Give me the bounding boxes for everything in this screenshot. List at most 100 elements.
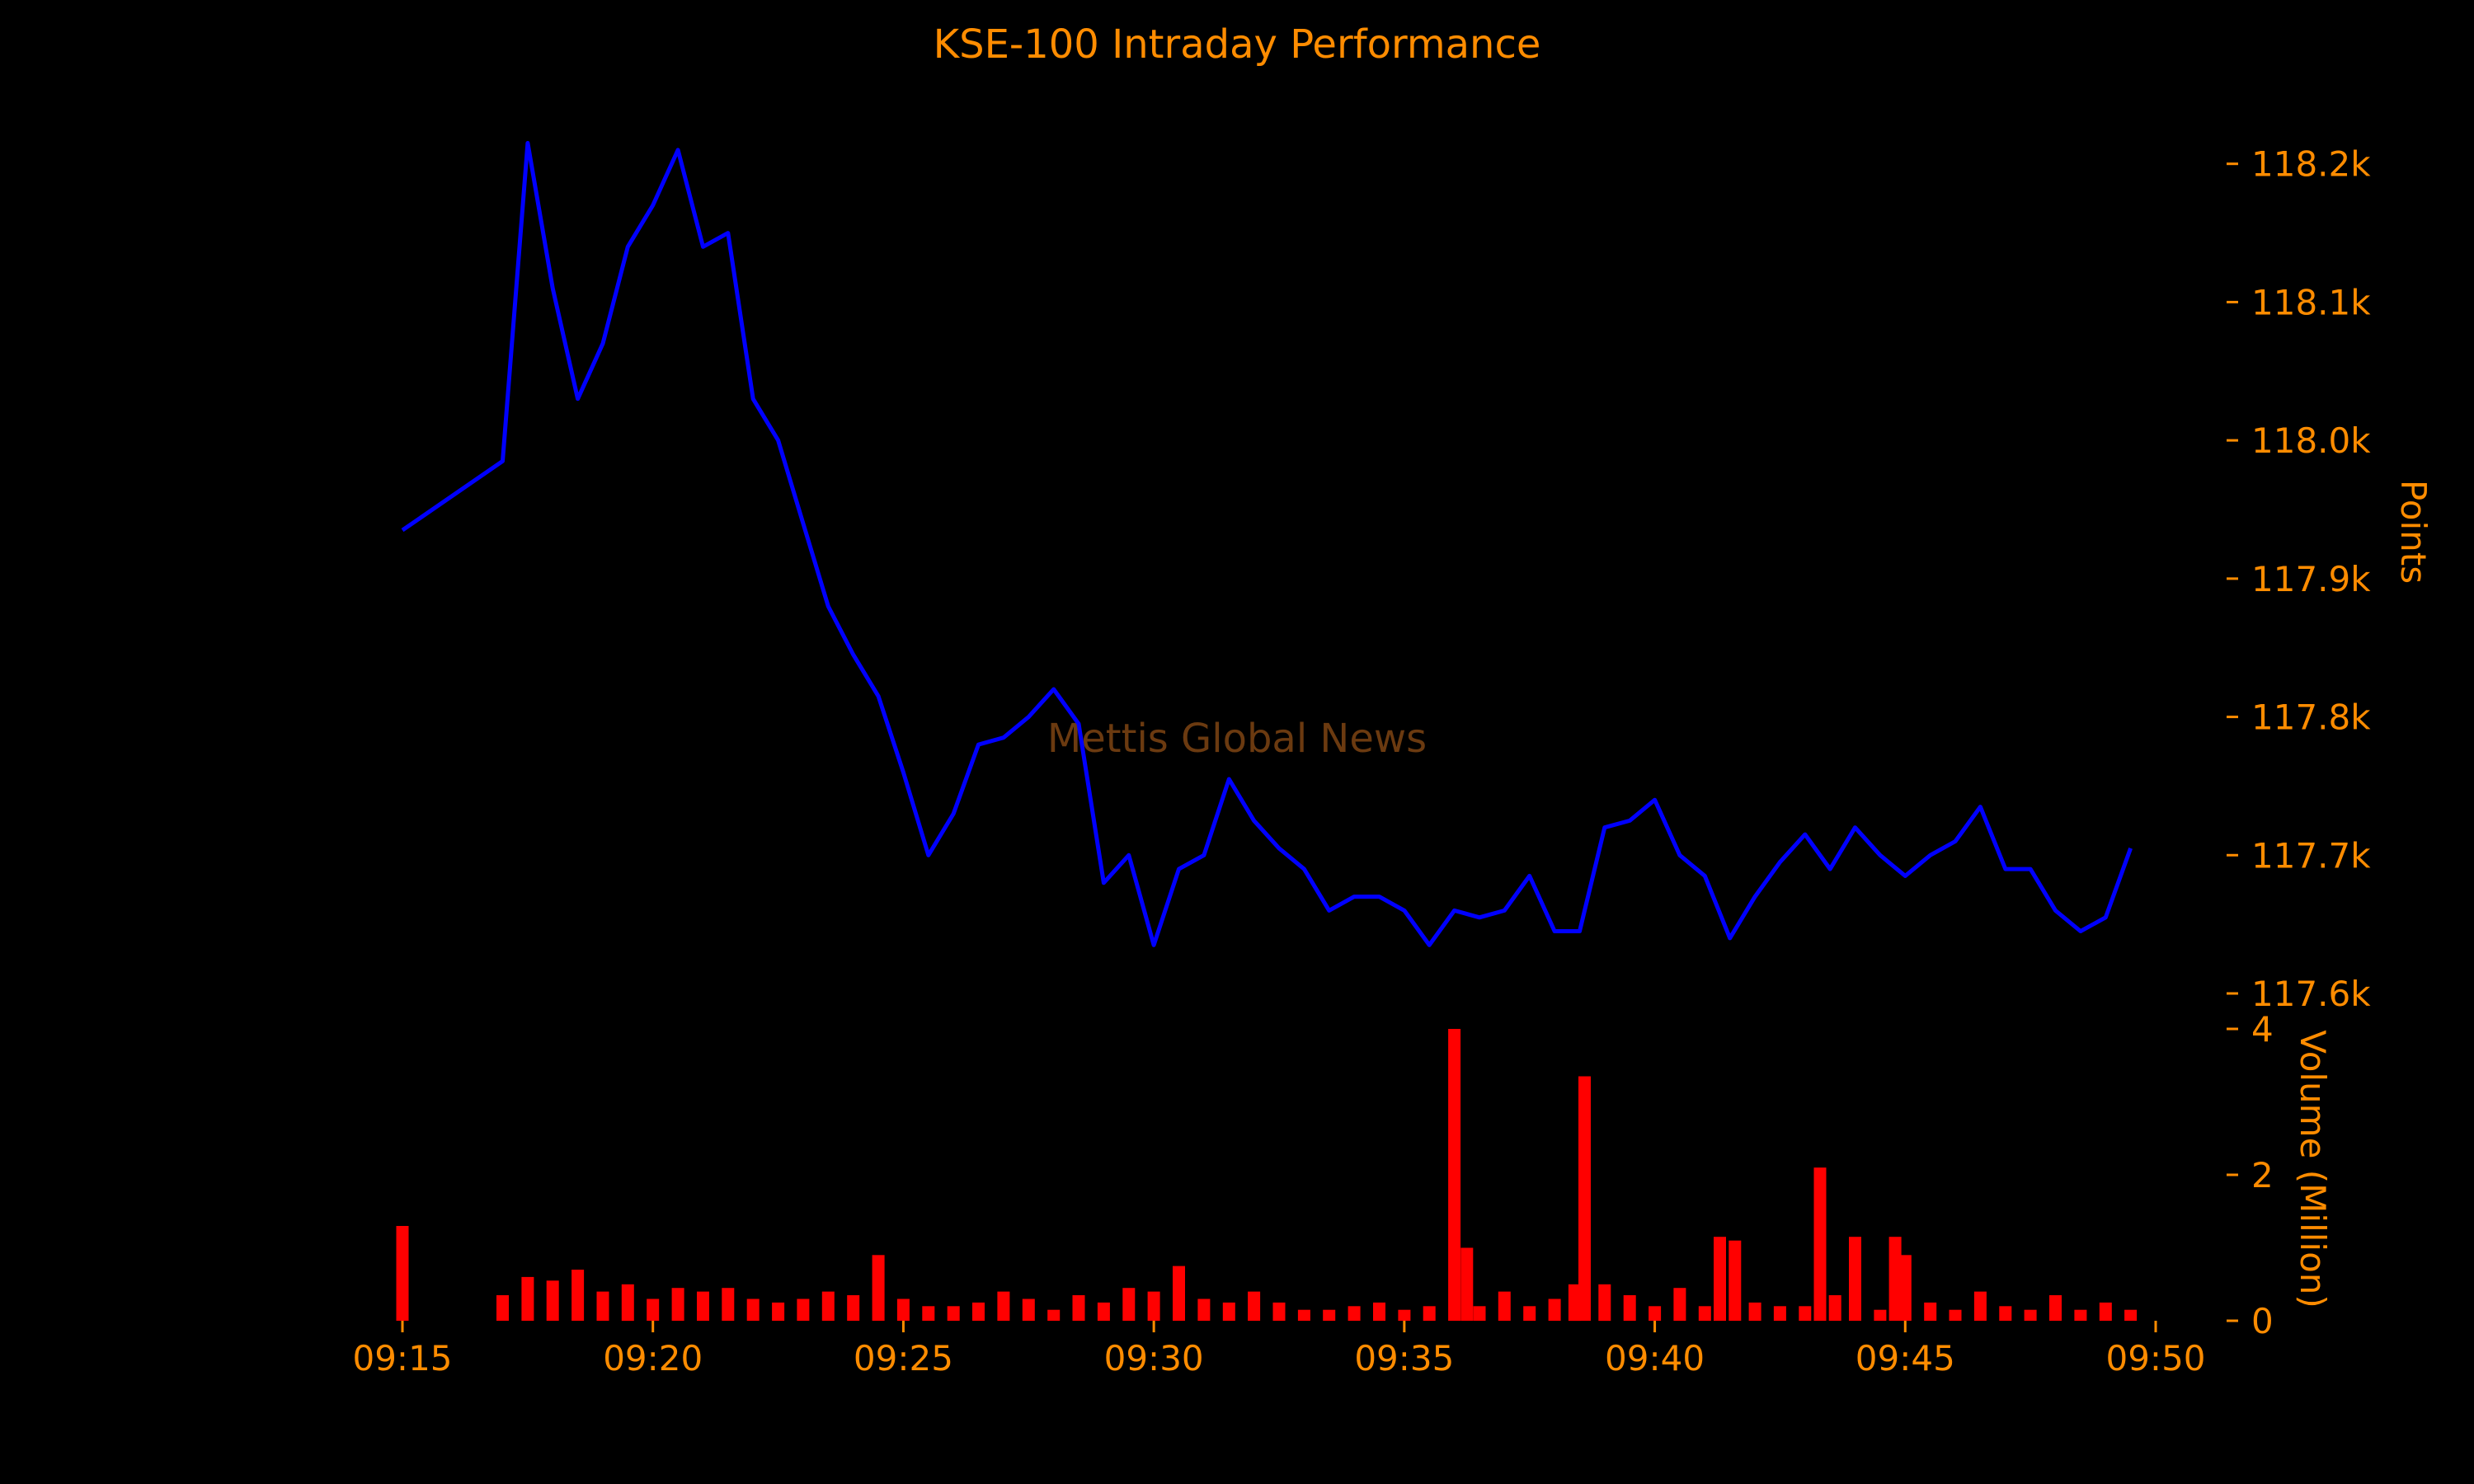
volume-bar (1623, 1295, 1636, 1321)
price-tick-label: 117.7k (2251, 835, 2371, 876)
chart-title: KSE-100 Intraday Performance (934, 21, 1541, 68)
volume-bar (496, 1295, 509, 1321)
price-tick-label: 118.2k (2251, 144, 2371, 185)
volume-bar (1498, 1291, 1511, 1321)
volume-bar (1460, 1247, 1474, 1321)
volume-bar (772, 1302, 785, 1321)
volume-bar (997, 1291, 1010, 1321)
volume-bar (1698, 1306, 1711, 1321)
time-tick-label: 09:35 (1354, 1338, 1454, 1378)
volume-bar (1173, 1266, 1185, 1321)
volume-bar (1888, 1237, 1902, 1321)
price-tick-label: 117.8k (2251, 697, 2371, 738)
volume-bar (1348, 1306, 1361, 1321)
volume-bar (1813, 1167, 1827, 1321)
volume-bar (2074, 1309, 2087, 1321)
volume-bar (1423, 1306, 1436, 1321)
volume-bar (1598, 1284, 1611, 1322)
volume-bar (647, 1298, 660, 1321)
price-line-series (401, 141, 2133, 947)
volume-bar (746, 1298, 760, 1321)
volume-bar (396, 1226, 409, 1321)
volume-bar (847, 1295, 860, 1321)
volume-bar (1147, 1291, 1160, 1321)
volume-bar (1828, 1295, 1841, 1321)
time-tick-label: 09:25 (854, 1338, 953, 1378)
volume-bar (1999, 1306, 2012, 1321)
volume-bar (697, 1291, 709, 1321)
volume-bar (596, 1291, 609, 1321)
volume-bar (1448, 1029, 1461, 1321)
volume-bar-series (396, 1029, 2138, 1322)
time-tick-label: 09:30 (1104, 1338, 1204, 1378)
volume-bar (1898, 1255, 1912, 1321)
volume-bar (1748, 1302, 1761, 1321)
time-tick-label: 09:20 (603, 1338, 703, 1378)
volume-bar (1523, 1306, 1536, 1321)
volume-bar (521, 1276, 534, 1321)
volume-bar (821, 1291, 835, 1321)
volume-tick-label: 4 (2251, 1009, 2274, 1050)
volume-bar (1248, 1291, 1261, 1321)
volume-y-axis: 0 2 4 (2227, 1009, 2274, 1341)
volume-bar (671, 1288, 684, 1321)
volume-bar (1398, 1309, 1411, 1321)
volume-axis-label: Volume (Million) (2293, 1030, 2333, 1308)
time-tick-label: 09:15 (352, 1338, 452, 1378)
volume-bar (1297, 1309, 1310, 1321)
volume-tick-label: 0 (2251, 1301, 2274, 1341)
volume-bar (1197, 1298, 1211, 1321)
volume-bar (1222, 1302, 1235, 1321)
volume-bar (797, 1298, 810, 1321)
volume-bar (1714, 1237, 1726, 1321)
volume-bar (1097, 1302, 1110, 1321)
volume-bar (621, 1284, 634, 1322)
volume-bar (1047, 1309, 1061, 1321)
volume-bar (1849, 1237, 1861, 1321)
volume-bar (1578, 1076, 1591, 1321)
volume-bar (896, 1298, 910, 1321)
price-tick-label: 117.9k (2251, 559, 2371, 599)
volume-bar (1673, 1288, 1686, 1321)
volume-bar (1773, 1306, 1786, 1321)
price-tick-label: 118.1k (2251, 282, 2371, 322)
volume-tick-label: 2 (2251, 1155, 2274, 1195)
volume-bar (1473, 1306, 1486, 1321)
volume-bar (1729, 1240, 1742, 1321)
volume-bar (1072, 1295, 1085, 1321)
price-axis-label: Points (2393, 480, 2434, 584)
price-tick-label: 118.0k (2251, 420, 2371, 461)
volume-bar (872, 1255, 885, 1321)
volume-bar (571, 1270, 585, 1321)
volume-bar (2124, 1309, 2138, 1321)
volume-bar (1122, 1288, 1136, 1321)
watermark: Mettis Global News (1047, 716, 1427, 762)
volume-bar (1548, 1298, 1561, 1321)
price-y-axis: 117.6k 117.7k 117.8k 117.9k 118.0k 118.1k 118.… (2227, 144, 2371, 1014)
volume-bar (722, 1288, 735, 1321)
volume-bar (2049, 1295, 2062, 1321)
volume-bar (1649, 1306, 1662, 1321)
time-tick-label: 09:50 (2105, 1338, 2205, 1378)
volume-bar (1272, 1302, 1286, 1321)
time-tick-label: 09:45 (1856, 1338, 1955, 1378)
volume-bar (2099, 1302, 2112, 1321)
price-tick-label: 117.6k (2251, 974, 2371, 1014)
volume-bar (1924, 1302, 1937, 1321)
volume-bar (1874, 1309, 1887, 1321)
time-tick-label: 09:40 (1605, 1338, 1705, 1378)
time-x-axis: 09:15 09:20 09:25 09:30 09:35 09:40 09:45 09:50 (352, 1321, 2206, 1378)
volume-bar (972, 1302, 985, 1321)
volume-bar (1949, 1309, 1962, 1321)
volume-bar (1973, 1291, 1987, 1321)
volume-bar (1373, 1302, 1385, 1321)
volume-bar (1799, 1306, 1812, 1321)
volume-bar (1568, 1284, 1581, 1322)
volume-bar (947, 1306, 960, 1321)
volume-bar (2024, 1309, 2037, 1321)
price-line (401, 141, 2133, 947)
volume-bar (1022, 1298, 1035, 1321)
